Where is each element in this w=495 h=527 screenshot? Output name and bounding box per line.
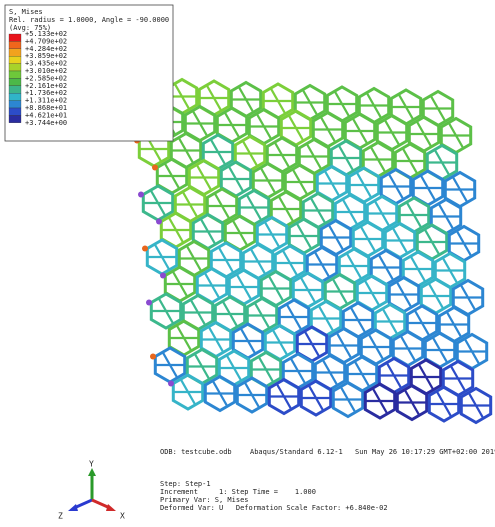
legend-band xyxy=(9,49,21,56)
legend-band xyxy=(9,115,21,122)
legend-subtitle: Rel. radius = 1.0000, Angle = -90.0000 xyxy=(9,16,169,24)
legend-band xyxy=(9,56,21,63)
legend-band xyxy=(9,64,21,71)
lattice-node xyxy=(150,354,156,360)
step-line: Deformed Var: U Deformation Scale Factor… xyxy=(160,504,388,512)
legend-band xyxy=(9,78,21,85)
legend-title: S, Mises xyxy=(9,8,43,16)
triad-x-label: X xyxy=(120,512,125,521)
triad: Y Z X xyxy=(58,460,125,521)
lattice-node xyxy=(160,273,166,279)
lattice-node xyxy=(168,381,174,387)
legend-band xyxy=(9,34,21,41)
triad-x-arrow xyxy=(106,504,116,511)
lattice-node xyxy=(152,165,158,171)
lattice-node xyxy=(142,246,148,252)
step-line: Increment 1: Step Time = 1.000 xyxy=(160,488,316,496)
lattice-node xyxy=(146,300,152,306)
footer-solver: Abaqus/Standard 6.12-1 xyxy=(250,448,343,456)
viewport: S, Mises Rel. radius = 1.0000, Angle = -… xyxy=(0,0,495,527)
step-line: Primary Var: S, Mises xyxy=(160,496,249,504)
triad-z-arrow xyxy=(68,504,78,511)
lattice-node xyxy=(138,192,144,198)
legend-band xyxy=(9,93,21,100)
legend-band xyxy=(9,71,21,78)
triad-y-label: Y xyxy=(89,460,94,469)
footer-date: Sun May 26 10:17:29 GMT+02:00 2019 xyxy=(355,448,495,456)
triad-y-arrow xyxy=(88,468,96,476)
step-line: Step: Step-1 xyxy=(160,480,211,488)
triad-z-label: Z xyxy=(58,512,63,521)
legend-band xyxy=(9,108,21,115)
legend-label: +3.744e+00 xyxy=(25,119,67,127)
footer-odb: ODB: testcube.odb xyxy=(160,448,232,456)
viewport-canvas: S, Mises Rel. radius = 1.0000, Angle = -… xyxy=(0,0,495,527)
legend-band xyxy=(9,101,21,108)
lattice-node xyxy=(156,219,162,225)
legend-band xyxy=(9,41,21,48)
legend-band xyxy=(9,86,21,93)
legend-scale: +5.133e+02+4.709e+02+4.284e+02+3.859e+02… xyxy=(9,30,67,127)
lattice-model xyxy=(130,78,491,423)
